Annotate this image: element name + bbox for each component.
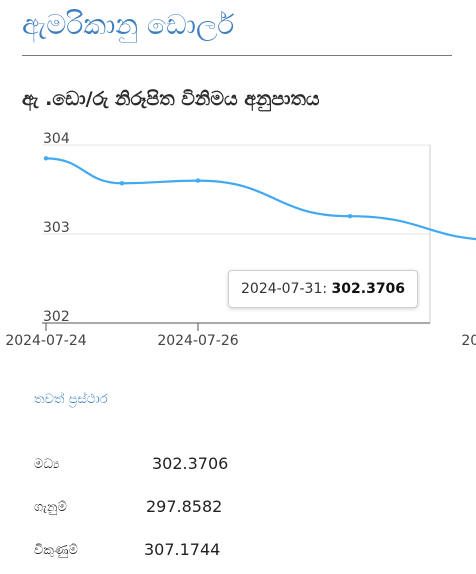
data-point xyxy=(347,214,353,219)
chart-tooltip: 2024-07-31: 302.3706 xyxy=(228,270,419,308)
series-line xyxy=(45,157,476,241)
stat-value-sell: 307.1744 xyxy=(144,540,221,559)
y-tick-label: 302 xyxy=(43,309,70,325)
y-tick-label: 304 xyxy=(43,131,70,147)
data-point xyxy=(43,156,49,161)
chart-heading: ඇ .ඩො/රු නිරූපිත විනිමය අනුපාතය xyxy=(22,88,320,110)
tooltip-value: 302.3706 xyxy=(331,281,406,297)
x-tick-label: 2024-07-26 xyxy=(157,333,238,349)
title-divider xyxy=(22,55,452,56)
stat-label-mid: මධ්‍ය xyxy=(34,457,60,472)
more-charts-link[interactable]: තවත් ප්‍රස්ථාර xyxy=(34,392,108,407)
stat-value-buy: 297.8582 xyxy=(146,497,223,516)
tooltip-date: 2024-07-31: xyxy=(241,281,328,297)
data-point xyxy=(195,178,201,183)
y-tick-label: 303 xyxy=(43,220,70,236)
stat-label-sell: විකුණුම් xyxy=(34,543,78,558)
stat-value-mid: 302.3706 xyxy=(152,454,229,473)
x-tick-label: 2024-07-24 xyxy=(5,333,86,349)
exchange-rate-chart[interactable]: 3023033042024-07-242024-07-262024-07-30 … xyxy=(0,125,476,365)
chart-canvas: 302 303 304 2024-07-24 2024-07-26 2024-07-30 xyxy=(5,131,476,349)
x-tick-label: 2024-07-30 xyxy=(461,333,476,349)
data-point xyxy=(119,181,125,186)
stat-label-buy: ගැනුම් xyxy=(34,500,67,515)
page-title: ඇමරිකානු ඩොලර් xyxy=(22,8,235,41)
